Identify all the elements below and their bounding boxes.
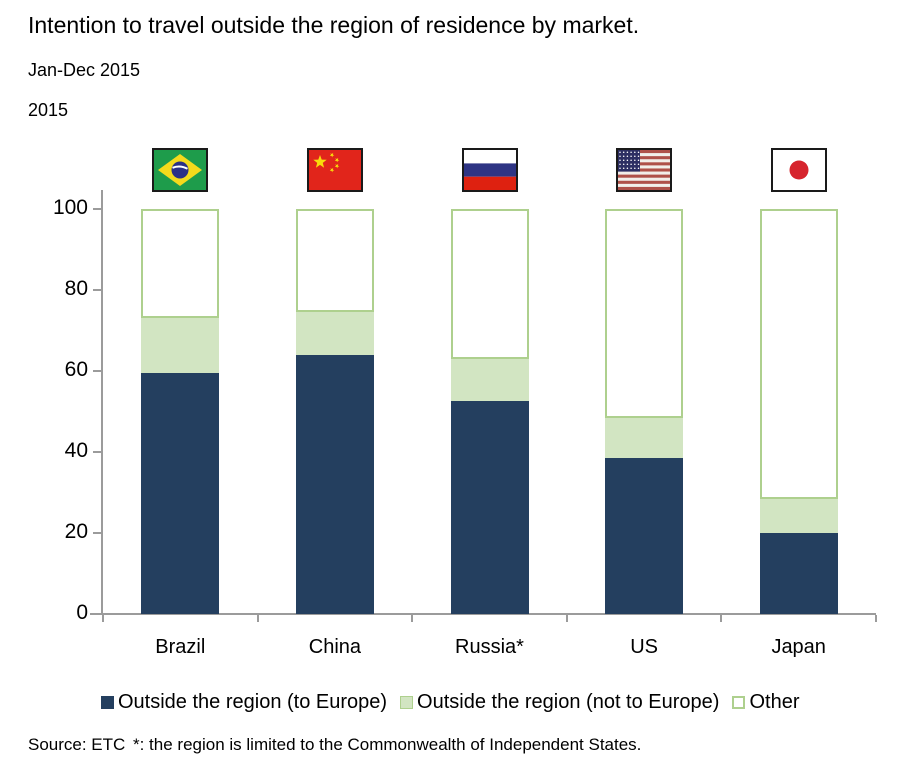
- bar-segment-not-to-europe: [141, 318, 220, 374]
- chart-subtitle-period: Jan-Dec 2015: [28, 60, 141, 80]
- bar-segment-other: [450, 209, 529, 359]
- bar-segment-not-to-europe: [450, 358, 529, 402]
- bar-segment-to-europe: [141, 373, 220, 614]
- y-axis-tick: [93, 370, 101, 372]
- legend-swatch-not-to-europe: [400, 696, 414, 709]
- legend-entry: Outside the region (to Europe): [101, 691, 387, 714]
- x-axis-category-label: US: [630, 636, 658, 658]
- y-axis-tick-label: 80: [64, 277, 88, 300]
- bar-segment-other: [295, 209, 374, 313]
- x-axis-line: [90, 613, 876, 615]
- legend-swatch-to-europe: [101, 696, 114, 709]
- bar-segment-other: [759, 209, 838, 499]
- y-axis-line: [101, 190, 103, 615]
- y-axis-tick-label: 60: [64, 358, 88, 381]
- footnote-text: *: the region is limited to the Commonwe…: [133, 735, 642, 754]
- chart-year-label: 2015: [28, 100, 69, 120]
- chart-title: Intention to travel outside the region o…: [28, 12, 640, 38]
- x-axis-category-label: Japan: [771, 636, 826, 658]
- x-axis-tick: [102, 615, 104, 622]
- legend-entry: Other: [732, 691, 799, 714]
- source-label: Source: ETC: [28, 735, 126, 754]
- legend-swatch-other: [732, 696, 746, 709]
- y-axis-tick: [93, 532, 101, 534]
- x-axis-category-label: Russia*: [455, 636, 524, 658]
- bar-segment-not-to-europe: [605, 417, 684, 459]
- japan-flag-icon: [770, 148, 827, 192]
- brazil-flag-icon: [152, 148, 209, 192]
- y-axis-tick: [93, 613, 101, 615]
- russia-flag-icon: [461, 148, 518, 192]
- legend-entry: Outside the region (not to Europe): [400, 691, 719, 714]
- x-axis-tick: [411, 615, 414, 622]
- bar-segment-other: [605, 209, 684, 418]
- legend-label: Outside the region (not to Europe): [417, 691, 720, 713]
- y-axis-tick-label: 40: [64, 439, 88, 462]
- y-axis-tick-label: 0: [76, 601, 88, 624]
- bar-segment-not-to-europe: [295, 312, 374, 355]
- bar-segment-to-europe: [605, 458, 684, 614]
- x-axis-tick: [875, 615, 877, 622]
- y-axis-tick-label: 20: [64, 520, 88, 543]
- y-axis-tick: [93, 289, 101, 291]
- bar-segment-to-europe: [450, 401, 529, 614]
- legend-label: Outside the region (to Europe): [118, 691, 388, 713]
- x-axis-tick: [565, 615, 568, 622]
- china-flag-icon: [306, 148, 363, 192]
- y-axis-tick: [93, 208, 101, 210]
- chart-legend: Outside the region (to Europe) Outside th…: [101, 691, 799, 714]
- x-axis-category-label: Brazil: [155, 636, 206, 658]
- x-axis-category-label: China: [308, 636, 362, 658]
- legend-label: Other: [749, 691, 800, 713]
- x-axis-tick: [256, 615, 259, 622]
- bar-segment-to-europe: [295, 354, 374, 614]
- us-flag-icon: [616, 148, 673, 192]
- bar-segment-to-europe: [759, 533, 838, 614]
- y-axis-tick-label: 100: [52, 196, 88, 219]
- y-axis-tick: [93, 451, 101, 453]
- x-axis-tick: [720, 615, 723, 622]
- bar-segment-not-to-europe: [759, 498, 838, 533]
- bar-segment-other: [141, 209, 220, 319]
